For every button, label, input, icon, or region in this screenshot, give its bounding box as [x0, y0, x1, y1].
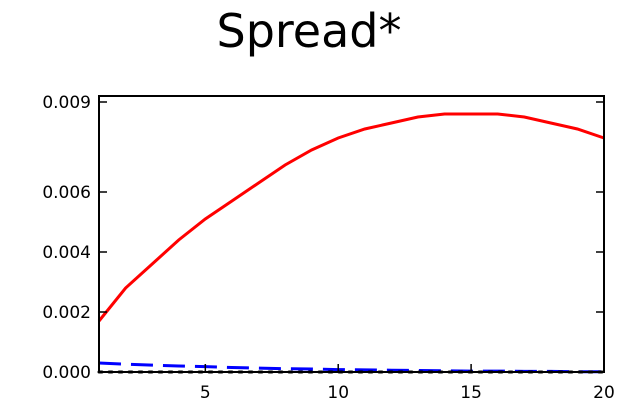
y-tick-label: 0.009 [42, 93, 91, 113]
series-line-1 [97, 112, 605, 322]
series-line-2 [98, 361, 604, 374]
x-tick-label: 10 [327, 383, 349, 403]
axis-ticks: 5 10 15 20 0.000 0.002 0.004 0.006 0.009 [42, 93, 614, 403]
x-tick-label: 15 [460, 383, 482, 403]
x-tick-label: 20 [593, 383, 615, 403]
x-tick-label: 5 [200, 383, 211, 403]
chart-title: Spread* [216, 4, 402, 58]
y-tick-label: 0.006 [42, 183, 91, 203]
y-tick-label: 0.000 [42, 363, 91, 383]
plot-frame [98, 95, 605, 373]
chart-marks [97, 112, 606, 374]
y-tick-label: 0.004 [42, 243, 91, 263]
y-tick-label: 0.002 [42, 303, 91, 323]
